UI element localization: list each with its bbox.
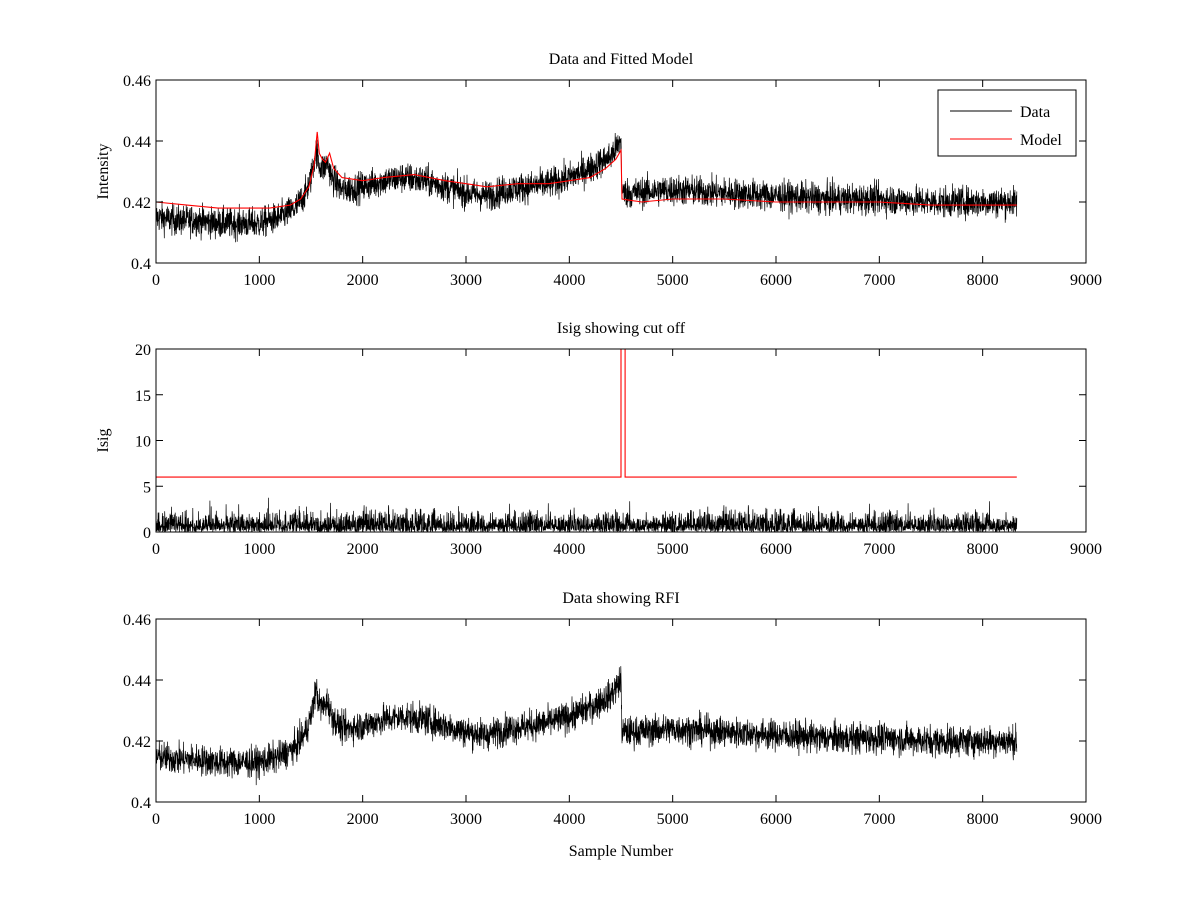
x-tick-label: 2000 xyxy=(347,811,379,828)
y-tick-label: 0.4 xyxy=(131,795,151,812)
y-tick-label: 0.46 xyxy=(123,73,151,90)
x-tick-label: 5000 xyxy=(657,272,689,289)
series-line-model xyxy=(156,131,1017,209)
chart-panel-1: 0 1000 2000 3000 4000 5000 6000 7000 8000 9000 0.4… xyxy=(95,51,1102,289)
y-tick-label: 0.46 xyxy=(123,612,151,629)
chart-title: Isig showing cut off xyxy=(557,320,686,337)
y-tick-label: 15 xyxy=(135,388,151,405)
x-tick-label: 6000 xyxy=(760,541,792,558)
x-tick-label: 4000 xyxy=(553,541,585,558)
x-tick-label: 2000 xyxy=(347,272,379,289)
x-tick-label: 7000 xyxy=(863,272,895,289)
y-tick-label: 0.42 xyxy=(123,734,151,751)
y-tick-label: 5 xyxy=(143,479,151,496)
y-tick-label: 0.4 xyxy=(131,256,151,273)
x-tick-label: 7000 xyxy=(863,811,895,828)
y-tick-label: 0 xyxy=(143,525,151,542)
series-line-1 xyxy=(156,497,1018,532)
legend-box xyxy=(937,89,1077,157)
y-tick-label: 20 xyxy=(135,342,151,359)
x-tick-label: 1000 xyxy=(243,811,275,828)
x-tick-label: 9000 xyxy=(1070,541,1102,558)
x-tick-label: 5000 xyxy=(657,541,689,558)
legend: Data Model xyxy=(937,89,1077,157)
x-tick-label: 9000 xyxy=(1070,811,1102,828)
axes-frame xyxy=(155,618,1087,803)
y-tick-label: 0.44 xyxy=(123,673,151,690)
series-line-1 xyxy=(156,666,1018,786)
chart-panel-2: 0 1000 2000 3000 4000 5000 6000 7000 8000 9000 0 5 1… xyxy=(95,320,1102,558)
chart-title: Data showing RFI xyxy=(562,590,679,607)
legend-label-data: Data xyxy=(1020,104,1050,121)
x-tick-label: 9000 xyxy=(1070,272,1102,289)
axes-frame xyxy=(155,79,1087,264)
x-tick-label: 0 xyxy=(152,272,160,289)
x-tick-label: 7000 xyxy=(863,541,895,558)
y-axis-label: Intensity xyxy=(95,144,112,200)
x-tick-label: 3000 xyxy=(450,272,482,289)
x-tick-label: 0 xyxy=(152,541,160,558)
y-tick-label: 10 xyxy=(135,434,151,451)
x-tick-label: 1000 xyxy=(243,272,275,289)
series-line-2 xyxy=(156,349,1017,478)
x-tick-label: 2000 xyxy=(347,541,379,558)
series-line-data xyxy=(156,132,1018,243)
y-axis-label: Isig xyxy=(95,429,112,453)
x-axis-label: Sample Number xyxy=(569,843,674,860)
x-tick-label: 8000 xyxy=(967,541,999,558)
legend-label-model: Model xyxy=(1020,132,1062,149)
x-tick-label: 0 xyxy=(152,811,160,828)
chart-title: Data and Fitted Model xyxy=(549,51,694,68)
x-tick-label: 3000 xyxy=(450,811,482,828)
x-tick-label: 5000 xyxy=(657,811,689,828)
x-tick-label: 4000 xyxy=(553,272,585,289)
y-tick-label: 0.42 xyxy=(123,195,151,212)
x-tick-label: 8000 xyxy=(967,272,999,289)
y-tick-label: 0.44 xyxy=(123,134,151,151)
x-tick-label: 4000 xyxy=(553,811,585,828)
chart-panel-3: 0 1000 2000 3000 4000 5000 6000 7000 8000 9000 0.4… xyxy=(123,590,1102,860)
x-tick-label: 1000 xyxy=(243,541,275,558)
x-tick-label: 3000 xyxy=(450,541,482,558)
x-tick-label: 6000 xyxy=(760,272,792,289)
x-tick-label: 6000 xyxy=(760,811,792,828)
x-tick-label: 8000 xyxy=(967,811,999,828)
